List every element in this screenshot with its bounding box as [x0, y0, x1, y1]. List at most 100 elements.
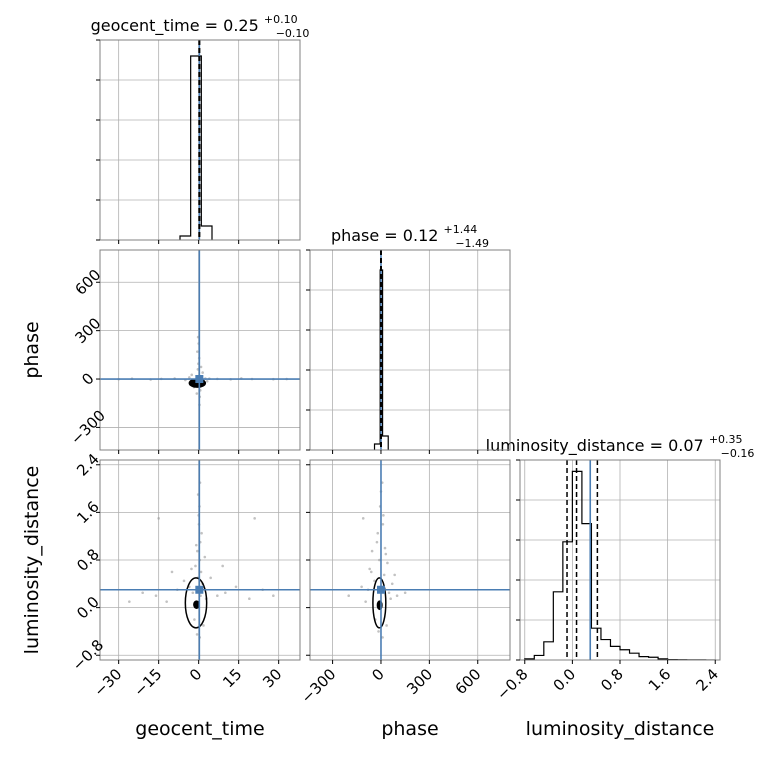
- sample-point: [387, 591, 391, 595]
- sample-point: [191, 591, 195, 595]
- sample-point: [373, 579, 376, 583]
- sample-point: [403, 591, 407, 595]
- panel-geocent-time-vs-luminosity-distance: −30 −15 0 15 30−0.80.00.81.62.4: [69, 450, 301, 700]
- x-tick-label: 0.8: [597, 665, 627, 695]
- sample-point: [221, 564, 224, 568]
- sample-point: [385, 624, 388, 627]
- sample-point: [376, 531, 380, 535]
- sample-point: [199, 365, 203, 369]
- y-axis-label-phase: phase: [21, 321, 43, 378]
- sample-point: [224, 591, 227, 595]
- sample-point: [141, 591, 144, 595]
- title-phase-value: phase = 0.12: [331, 226, 438, 245]
- title-geocent-time-value: geocent_time = 0.25: [91, 16, 259, 36]
- title-geocent-time-lower: −0.10: [276, 27, 310, 40]
- sample-point: [382, 573, 386, 577]
- sample-point: [383, 546, 387, 550]
- sample-point: [375, 540, 379, 544]
- sample-point: [361, 517, 365, 520]
- sample-point: [194, 543, 198, 547]
- sample-point: [253, 517, 256, 520]
- x-tick-label: −300: [298, 665, 340, 707]
- x-tick-label: −0.8: [493, 665, 531, 703]
- x-tick-label: 600: [452, 665, 485, 698]
- plot-area: [100, 460, 300, 660]
- sample-point: [190, 567, 193, 571]
- sample-point: [347, 594, 351, 598]
- sample-point: [157, 517, 160, 520]
- sample-point: [165, 600, 168, 603]
- sample-point: [384, 552, 388, 556]
- sample-point: [202, 624, 205, 627]
- sample-point: [234, 585, 238, 589]
- title-luminosity-distance-lower: −0.16: [721, 447, 755, 460]
- plot-area: [179, 40, 213, 240]
- sample-point: [389, 597, 392, 600]
- sample-point: [364, 600, 367, 603]
- y-tick-label: 0.0: [73, 593, 103, 623]
- panel-luminosity-distance: −0.8 0.0 0.8 1.6 2.4: [493, 459, 722, 704]
- truth-marker: [376, 585, 385, 594]
- sample-point: [370, 549, 374, 553]
- title-phase-upper: +1.44: [444, 223, 478, 236]
- panel-phase-vs-luminosity-distance: −300 0 300 600: [298, 459, 511, 707]
- x-axis-label-luminosity-distance: luminosity_distance: [526, 718, 715, 740]
- sample-point: [386, 561, 389, 565]
- x-tick-label: 15: [219, 665, 245, 691]
- panel-frame: [309, 249, 511, 451]
- sample-point: [193, 618, 196, 621]
- truth-marker: [195, 375, 204, 384]
- sample-point: [194, 564, 197, 568]
- sample-point: [170, 570, 174, 574]
- sample-point: [272, 594, 275, 598]
- x-axis-label-phase: phase: [381, 718, 438, 740]
- x-tick-label: 30: [259, 665, 285, 691]
- sample-point: [205, 379, 209, 383]
- sample-point: [154, 594, 158, 598]
- truth-marker: [195, 585, 204, 594]
- sample-point: [200, 531, 203, 535]
- sample-point: [195, 633, 199, 636]
- sample-point: [381, 522, 385, 526]
- title-luminosity-distance-upper: +0.35: [709, 433, 743, 446]
- sample-point: [196, 350, 199, 353]
- sample-point: [209, 576, 212, 580]
- sample-point: [368, 567, 371, 571]
- sample-point: [360, 585, 363, 589]
- x-tick-label: 0: [186, 665, 205, 684]
- sample-point: [196, 549, 199, 553]
- sample-point: [196, 368, 200, 371]
- x-tick-label: −30: [90, 665, 125, 700]
- x-tick-label: 300: [403, 665, 436, 698]
- panel-phase: [306, 249, 511, 454]
- sample-point: [381, 636, 384, 639]
- title-luminosity-distance: luminosity_distance = 0.07 +0.35 −0.16: [486, 428, 755, 460]
- sample-point: [182, 579, 186, 583]
- sample-point: [390, 582, 394, 586]
- y-tick-label: 0.8: [73, 545, 103, 575]
- sample-point: [216, 594, 219, 598]
- contour-level: [372, 577, 387, 629]
- x-tick-label: 2.4: [692, 665, 722, 695]
- title-geocent-time: geocent_time = 0.25 +0.10 −0.10: [91, 8, 310, 40]
- contour-level: [184, 577, 208, 629]
- sample-point: [188, 376, 191, 379]
- plot-area: [100, 250, 300, 450]
- sample-point: [190, 373, 194, 377]
- x-tick-label: 1.6: [645, 665, 675, 695]
- sample-point: [199, 570, 203, 574]
- panel-frame: [99, 39, 301, 241]
- sample-point: [395, 594, 399, 598]
- title-geocent-time-upper: +0.10: [264, 13, 298, 26]
- panel-frame: [99, 249, 301, 451]
- title-phase-lower: −1.49: [455, 237, 489, 250]
- sample-point: [203, 555, 207, 559]
- x-tick-label: 0.0: [550, 665, 580, 695]
- sample-point: [382, 514, 385, 517]
- y-tick-label: 0: [78, 369, 97, 388]
- sample-point: [378, 558, 381, 562]
- sample-point: [377, 630, 380, 633]
- contour-level: [193, 600, 200, 609]
- plot-area: [310, 460, 510, 660]
